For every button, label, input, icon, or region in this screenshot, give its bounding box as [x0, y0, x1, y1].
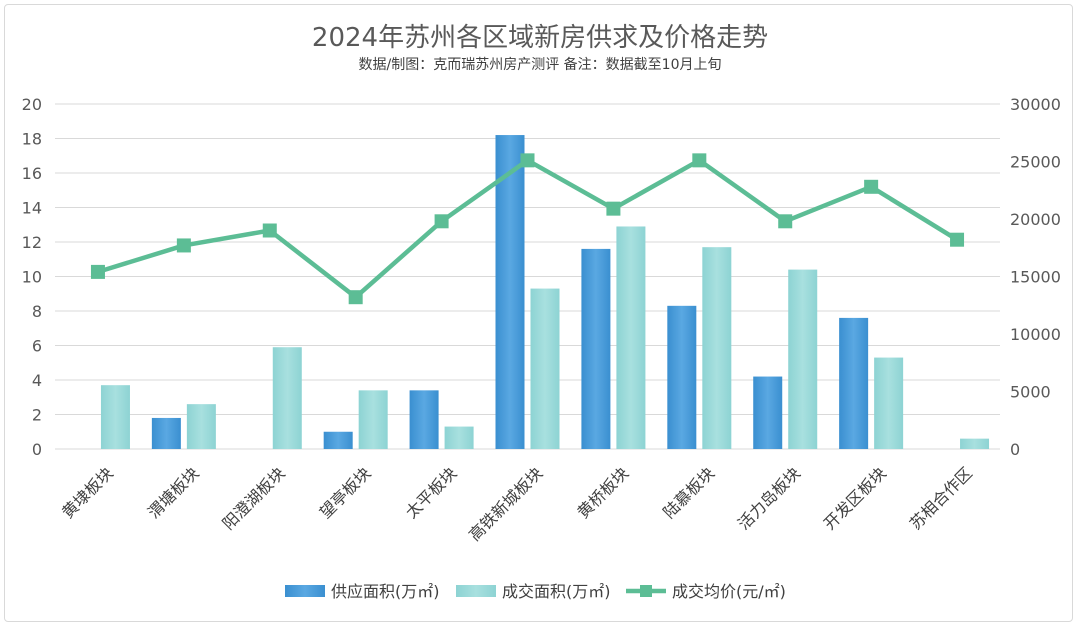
category-label: 高铁新城板块: [465, 463, 546, 544]
y-tick-label: 6: [32, 337, 42, 356]
y2-tick-label: 0: [1010, 440, 1020, 459]
deal-bar: [616, 226, 646, 449]
y2-tick-label: 5000: [1010, 383, 1051, 402]
category-label: 黄埭板块: [58, 463, 117, 522]
category-label: 太平板块: [402, 463, 461, 522]
price-point: [434, 214, 449, 229]
deal-bar: [272, 347, 302, 449]
y-tick-label: 16: [22, 164, 42, 183]
supply-bar: [753, 376, 783, 449]
y-tick-label: 18: [22, 130, 42, 149]
y-tick-label: 2: [32, 406, 42, 425]
y-tick-label: 20: [22, 95, 42, 114]
category-label: 阳澄湖板块: [219, 463, 289, 533]
price-point: [348, 290, 363, 305]
supply-bar: [495, 135, 525, 450]
supply-bar: [839, 317, 869, 449]
price-point: [262, 223, 277, 238]
supply-bar: [323, 431, 353, 449]
y2-tick-label: 20000: [1010, 210, 1061, 229]
price-point: [692, 153, 707, 168]
price-line: [90, 153, 965, 305]
legend-marker-price: [640, 585, 652, 597]
y-tick-label: 8: [32, 302, 42, 321]
legend-label-price: 成交均价(元/㎡): [672, 582, 786, 601]
y-tick-label: 12: [22, 233, 42, 252]
supply-bar: [581, 248, 611, 449]
deal-bar: [358, 390, 388, 449]
y-tick-label: 14: [22, 199, 42, 218]
price-point: [176, 238, 191, 253]
category-label: 苏相合作区: [906, 463, 976, 533]
supply-bar: [409, 390, 439, 449]
price-point: [90, 264, 105, 279]
deal-bar: [444, 426, 474, 449]
chart-subtitle: 数据/制图：克而瑞苏州房产测评 备注：数据截至10月上旬: [359, 56, 722, 73]
deal-bar: [100, 385, 130, 449]
category-label: 望亭板块: [316, 463, 375, 522]
category-labels: 黄埭板块 渭塘板块 阳澄湖板块 望亭板块 太平板块 高铁新城板块 黄桥板块 陆慕板块 活力岛板块…: [58, 463, 976, 544]
deal-bar: [702, 247, 732, 449]
category-label: 渭塘板块: [144, 463, 203, 522]
supply-bar: [151, 417, 181, 449]
y2-tick-label: 30000: [1010, 95, 1061, 114]
category-label: 活力岛板块: [734, 463, 804, 533]
y-tick-label: 10: [22, 268, 42, 287]
right-axis-ticks: 0 5000 10000 15000 20000 25000 30000: [1010, 95, 1061, 459]
y-tick-label: 0: [32, 440, 42, 459]
deal-bar: [530, 288, 560, 449]
legend-label-deal: 成交面积(万㎡): [502, 582, 611, 601]
chart-frame: [4, 4, 1073, 622]
legend-label-supply: 供应面积(万㎡): [331, 582, 440, 601]
y2-tick-label: 15000: [1010, 268, 1061, 287]
deal-bar: [186, 404, 216, 449]
category-label: 陆慕板块: [659, 463, 718, 522]
deal-bar: [874, 357, 904, 449]
deal-bar: [788, 269, 818, 449]
category-label: 黄桥板块: [574, 463, 633, 522]
legend-swatch-deal: [456, 585, 496, 597]
y-tick-label: 4: [32, 371, 42, 390]
price-point: [606, 201, 621, 216]
legend-swatch-supply: [285, 585, 325, 597]
y2-tick-label: 10000: [1010, 325, 1061, 344]
chart-title: 2024年苏州各区域新房供求及价格走势: [312, 23, 768, 53]
price-point: [864, 179, 879, 194]
left-axis-ticks: 0 2 4 6 8 10 12 14 16 18 20: [22, 95, 42, 459]
category-label: 开发区板块: [820, 463, 890, 533]
y2-tick-label: 25000: [1010, 153, 1061, 172]
supply-bar: [667, 305, 697, 449]
price-point: [520, 153, 535, 168]
deal-bar: [960, 438, 990, 449]
bars: [100, 135, 990, 450]
price-point: [778, 214, 793, 229]
legend: 供应面积(万㎡) 成交面积(万㎡) 成交均价(元/㎡): [285, 582, 786, 601]
price-point: [950, 232, 965, 247]
